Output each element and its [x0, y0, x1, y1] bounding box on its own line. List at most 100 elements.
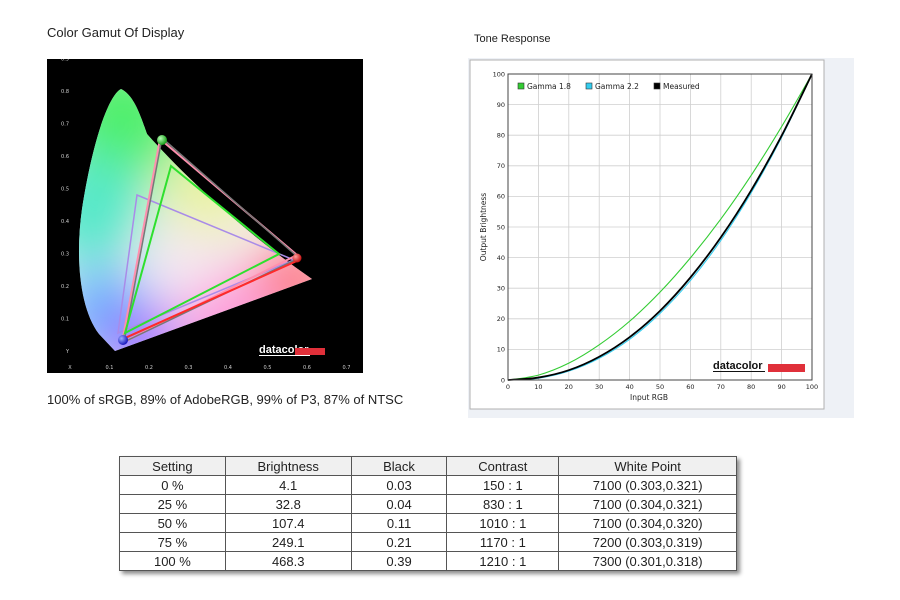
tone-y-tick: 60: [497, 193, 505, 201]
tone-y-tick: 50: [497, 223, 505, 231]
table-cell: 7100 (0.304,0.321): [558, 494, 737, 514]
tone-x-tick: 80: [747, 383, 755, 391]
tone-y-tick: 20: [497, 315, 505, 323]
tone-y-tick: 90: [497, 101, 505, 109]
tone-y-axis-label: Output Brightness: [479, 193, 488, 261]
gamut-x-tick: 0.3: [185, 365, 193, 371]
tone-legend-label: Gamma 2.2: [595, 82, 639, 91]
gamut-x-tick: 0.2: [145, 365, 153, 371]
tone-x-tick: 0: [506, 383, 510, 391]
measurement-table-container: Setting Brightness Black Contrast White Poin…: [119, 456, 737, 571]
table-cell: 75 %: [119, 532, 226, 552]
tone-x-tick: 90: [777, 383, 785, 391]
tone-x-tick: 70: [717, 383, 725, 391]
tone-legend-swatch: [653, 82, 661, 90]
tone-datacolor-logo: datacolor: [713, 360, 805, 372]
tone-y-tick: 100: [493, 70, 505, 78]
srgb-gamut-triangle: [123, 164, 281, 335]
table-cell: 0.11: [350, 513, 448, 533]
gamut-y-tick: 0.8: [61, 89, 69, 95]
gamut-x-tick: 0.7: [343, 365, 351, 371]
gamut-y-tick: 0.3: [61, 252, 69, 258]
table-cell: 7100 (0.304,0.320): [558, 513, 737, 533]
tone-legend-swatch: [585, 82, 593, 90]
measurement-table: Setting Brightness Black Contrast White Poin…: [119, 456, 737, 571]
table-cell: 0.21: [350, 532, 448, 552]
tone-x-tick: 100: [806, 383, 818, 391]
tone-y-tick: 70: [497, 162, 505, 170]
tone-x-axis-label: Input RGB: [630, 393, 668, 402]
gamut-y-tick: 0.9: [61, 59, 69, 63]
table-row: 50 % 107.4 0.11 1010 : 1 7100 (0.304,0.320): [119, 513, 737, 533]
table-cell: 7200 (0.303,0.319): [558, 532, 737, 552]
gamut-y-tick: 0.5: [61, 187, 69, 193]
gamut-x-tick: X: [68, 365, 72, 371]
gamut-x-tick: 0.4: [224, 365, 232, 371]
gamut-datacolor-logo: datacolor: [259, 344, 325, 356]
table-header-cell: Contrast: [446, 456, 560, 476]
gamut-x-tick: 0.6: [303, 365, 311, 371]
table-cell: 0.39: [350, 551, 448, 571]
table-cell: 100 %: [119, 551, 226, 571]
table-cell: 0.03: [350, 475, 448, 495]
tone-x-tick: 50: [656, 383, 664, 391]
tone-series-measured: [507, 73, 813, 381]
table-row: 100 % 468.3 0.39 1210 : 1 7300 (0.301,0.318): [119, 551, 737, 571]
red-primary-marker: [292, 253, 302, 263]
table-header-row: Setting Brightness Black Contrast White Poin…: [119, 456, 737, 476]
table-cell: 7300 (0.301,0.318): [558, 551, 737, 571]
table-cell: 4.1: [224, 475, 352, 495]
table-header-cell: White Point: [558, 456, 737, 476]
p3-gamut-triangle: [117, 193, 296, 335]
table-cell: 0 %: [119, 475, 226, 495]
tone-x-tick: 20: [565, 383, 573, 391]
tone-legend-measured: Measured: [653, 82, 700, 91]
gamut-y-tick: 0.2: [61, 284, 69, 290]
gamut-y-tick: 0.1: [61, 317, 69, 323]
tone-y-tick: 0: [501, 376, 505, 384]
tone-x-tick: 60: [686, 383, 694, 391]
tone-x-tick: 40: [625, 383, 633, 391]
cie-gamut-diagram: X 0.1 0.2 0.3 0.4 0.5 0.6 0.7 0.8 Y 0.1 0.2 0.3 0.4 0.…: [47, 59, 363, 373]
gamut-x-tick: 0.1: [106, 365, 114, 371]
table-cell: 25 %: [119, 494, 226, 514]
tone-plot-border: [507, 73, 813, 381]
tone-y-tick: 30: [497, 285, 505, 293]
ntsc-gamut-edge: [124, 259, 300, 339]
tone-y-tick: 10: [497, 346, 505, 354]
gamut-y-tick: 0.4: [61, 219, 69, 225]
gamut-title: Color Gamut Of Display: [47, 25, 185, 40]
table-row: 25 % 32.8 0.04 830 : 1 7100 (0.304,0.321): [119, 494, 737, 514]
blue-primary-marker: [118, 335, 128, 345]
table-cell: 50 %: [119, 513, 226, 533]
table-cell: 7100 (0.303,0.321): [558, 475, 737, 495]
tone-response-chart: 0 10 20 30 40 50 60 70 80 90 100 0 10 20 30 40 50 60 70 80 9…: [468, 58, 854, 418]
table-cell: 1010 : 1: [446, 513, 560, 533]
tone-legend-label: Gamma 1.8: [527, 82, 571, 91]
table-cell: 107.4: [224, 513, 352, 533]
tone-x-tick: 30: [595, 383, 603, 391]
tone-x-tick: 10: [534, 383, 542, 391]
tone-chart-title: Tone Response: [474, 33, 551, 45]
table-cell: 0.04: [350, 494, 448, 514]
table-cell: 32.8: [224, 494, 352, 514]
tone-y-tick: 80: [497, 132, 505, 140]
gamut-caption: 100% of sRGB, 89% of AdobeRGB, 99% of P3…: [47, 392, 404, 407]
table-cell: 1170 : 1: [446, 532, 560, 552]
gamut-y-tick: Y: [65, 349, 70, 355]
table-row: 75 % 249.1 0.21 1170 : 1 7200 (0.303,0.319): [119, 532, 737, 552]
gamut-y-tick: 0.7: [61, 122, 69, 128]
gamut-x-tick: 0.5: [264, 365, 272, 371]
tone-legend-swatch: [517, 82, 525, 90]
gamut-y-tick: 0.6: [61, 154, 69, 160]
table-cell: 468.3: [224, 551, 352, 571]
table-cell: 830 : 1: [446, 494, 560, 514]
table-cell: 1210 : 1: [446, 551, 560, 571]
svg-text:datacolor: datacolor: [713, 360, 763, 372]
table-header-cell: Setting: [119, 456, 226, 476]
table-header-cell: Black: [350, 456, 448, 476]
tone-legend-gamma-1-8: Gamma 1.8: [517, 82, 571, 91]
table-cell: 150 : 1: [446, 475, 560, 495]
table-header-cell: Brightness: [224, 456, 352, 476]
tone-series-gamma-1-8: [507, 73, 813, 381]
